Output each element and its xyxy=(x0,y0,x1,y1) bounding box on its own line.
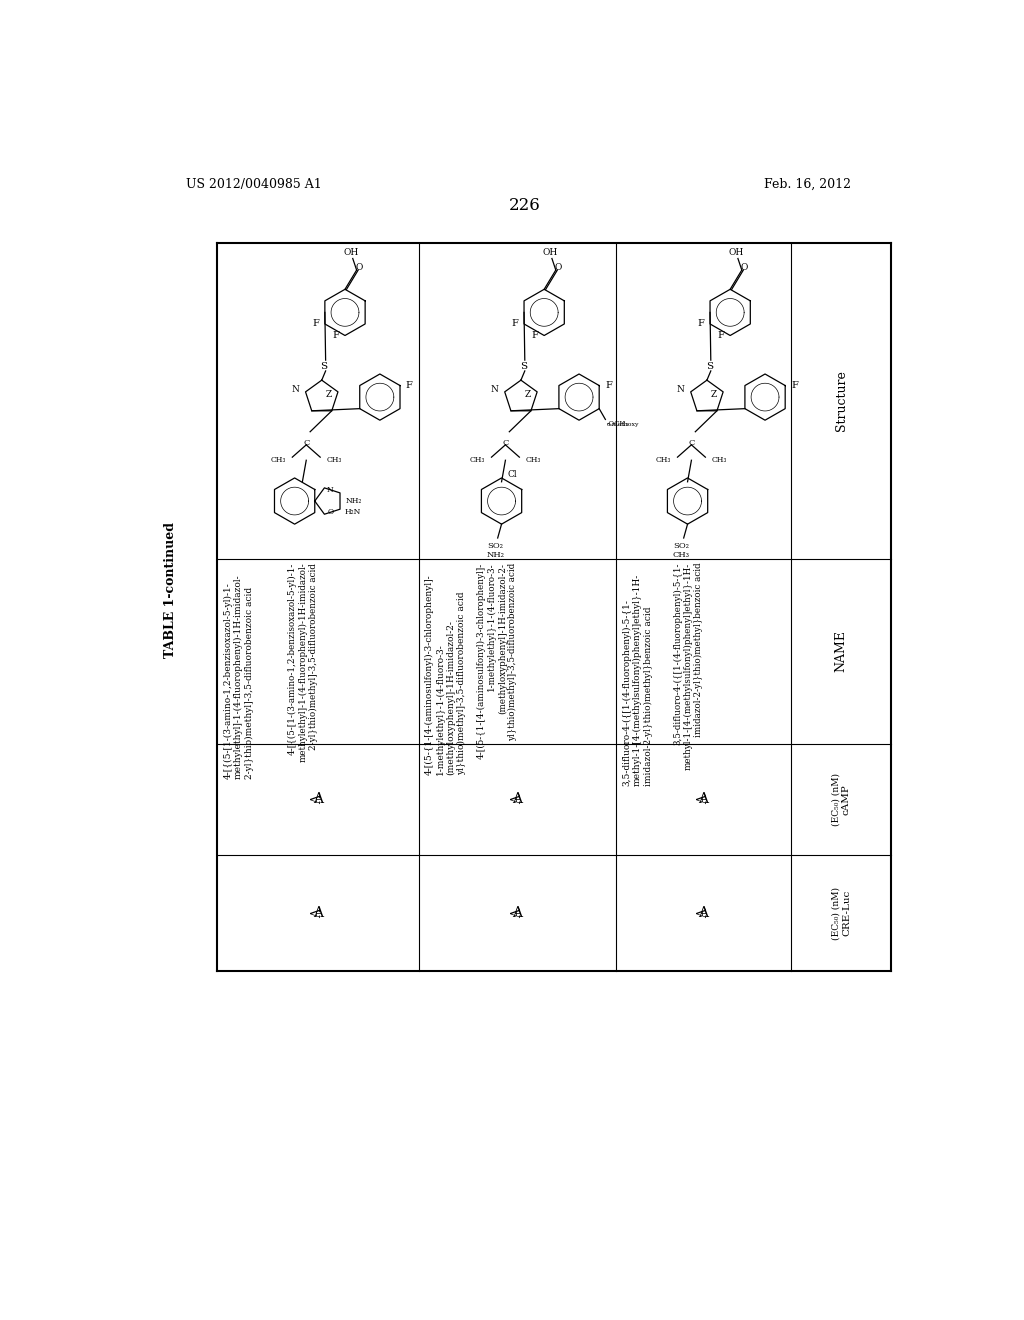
Text: 4-[(5-{1-[4-(aminosulfonyl)-3-chlorophenyl]-
1-methylethyl}-1-(4-fluoro-3-
(meth: 4-[(5-{1-[4-(aminosulfonyl)-3-chlorophen… xyxy=(425,574,466,775)
Text: F: F xyxy=(605,381,612,389)
Text: F: F xyxy=(718,331,724,341)
Text: F: F xyxy=(792,381,798,389)
Text: 4-[{(5-[1-(3-amino-1,2-benzisoxazol-5-yl)-1-
methylethyl]-1-(4-fluorophenyl)-1H-: 4-[{(5-[1-(3-amino-1,2-benzisoxazol-5-yl… xyxy=(288,562,317,763)
Text: CH₃: CH₃ xyxy=(656,457,672,465)
Text: NH₂: NH₂ xyxy=(486,550,505,558)
Text: F: F xyxy=(332,331,339,341)
Text: OH: OH xyxy=(344,248,358,257)
Text: Feb. 16, 2012: Feb. 16, 2012 xyxy=(764,178,851,190)
Text: OH: OH xyxy=(543,248,558,257)
Text: N: N xyxy=(490,385,499,395)
Text: CH₃: CH₃ xyxy=(673,550,690,558)
Text: F: F xyxy=(511,319,518,329)
Text: CH₃: CH₃ xyxy=(270,457,286,465)
Text: Cl: Cl xyxy=(508,470,517,479)
Text: A: A xyxy=(511,908,524,917)
Text: OH: OH xyxy=(729,248,744,257)
Text: 4-[(5-{1-[4-(aminosulfonyl)-3-chlorophenyl]-
1-methylethyl}-1-(4-fluoro-3-
(meth: 4-[(5-{1-[4-(aminosulfonyl)-3-chlorophen… xyxy=(476,562,517,759)
Text: TABLE 1-continued: TABLE 1-continued xyxy=(164,521,177,657)
Text: A: A xyxy=(313,792,323,807)
Text: cAMP: cAMP xyxy=(842,784,851,814)
Text: H₂N: H₂N xyxy=(344,508,360,516)
Text: o-methoxy: o-methoxy xyxy=(607,421,639,426)
Text: O: O xyxy=(355,263,362,272)
Text: F: F xyxy=(312,319,319,329)
Text: Z: Z xyxy=(711,389,717,399)
Text: 3,5-difluoro-4-({[1-(4-fluorophenyl)-5-{1-
methyl-1-[4-(methylsulfonyl)phenyl]et: 3,5-difluoro-4-({[1-(4-fluorophenyl)-5-{… xyxy=(673,562,703,770)
Text: CRE-Luc: CRE-Luc xyxy=(842,890,851,936)
Text: Z: Z xyxy=(326,389,332,399)
Text: CH₃: CH₃ xyxy=(470,457,485,465)
Text: SO₂: SO₂ xyxy=(487,541,504,549)
Text: N: N xyxy=(677,385,684,395)
Text: Z: Z xyxy=(524,389,530,399)
Text: A: A xyxy=(698,906,709,920)
Text: (EC₅₀) (nM): (EC₅₀) (nM) xyxy=(831,887,840,940)
Text: SO₂: SO₂ xyxy=(674,541,689,549)
Text: C: C xyxy=(688,440,694,447)
Text: F: F xyxy=(531,331,539,341)
Text: 226: 226 xyxy=(509,197,541,214)
Text: A: A xyxy=(697,908,710,917)
Text: US 2012/0040985 A1: US 2012/0040985 A1 xyxy=(186,178,322,190)
Text: 3,5-difluoro-4-({[1-(4-fluorophenyl)-5-{1-
methyl-1-[4-(methylsulfonyl)phenyl]et: 3,5-difluoro-4-({[1-(4-fluorophenyl)-5-{… xyxy=(623,574,652,787)
Text: A: A xyxy=(311,908,325,917)
Text: NH₂: NH₂ xyxy=(346,498,362,506)
Text: A: A xyxy=(313,906,323,920)
Text: S: S xyxy=(520,362,526,371)
Text: (EC₅₀) (nM): (EC₅₀) (nM) xyxy=(831,774,840,826)
Text: S: S xyxy=(321,362,328,371)
Text: N: N xyxy=(292,385,299,395)
Text: CH₃: CH₃ xyxy=(712,457,727,465)
Text: NAME: NAME xyxy=(835,630,848,672)
Text: C: C xyxy=(502,440,509,447)
Text: O: O xyxy=(740,263,748,272)
Text: C: C xyxy=(303,440,309,447)
Text: Structure: Structure xyxy=(835,371,848,432)
Text: A: A xyxy=(311,795,325,804)
Text: O: O xyxy=(328,508,334,516)
Text: N: N xyxy=(327,486,334,494)
Text: CH₃: CH₃ xyxy=(327,457,342,465)
Text: A: A xyxy=(512,792,522,807)
Text: -OCH₃: -OCH₃ xyxy=(607,420,629,428)
Text: A: A xyxy=(698,792,709,807)
Text: A: A xyxy=(697,795,710,804)
Text: F: F xyxy=(697,319,705,329)
Text: A: A xyxy=(511,795,524,804)
Text: F: F xyxy=(406,381,413,389)
Text: CH₃: CH₃ xyxy=(525,457,541,465)
Text: O: O xyxy=(554,263,562,272)
Text: A: A xyxy=(512,906,522,920)
Text: 4-[{(5-[1-(3-amino-1,2-benzisoxazol-5-yl)-1-
methylethyl]-1-(4-fluorophenyl)-1H-: 4-[{(5-[1-(3-amino-1,2-benzisoxazol-5-yl… xyxy=(223,574,254,779)
Text: S: S xyxy=(706,362,713,371)
